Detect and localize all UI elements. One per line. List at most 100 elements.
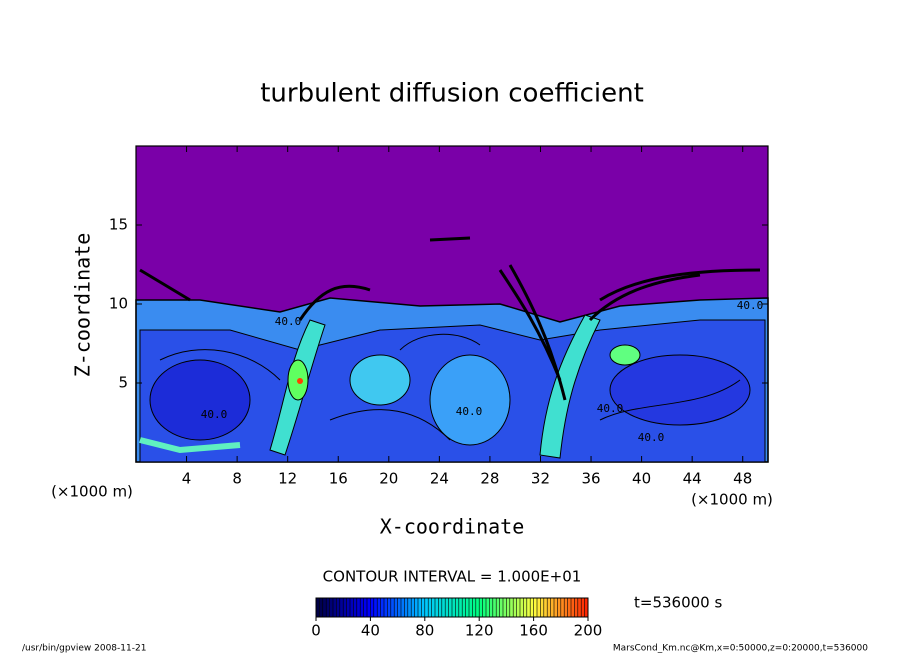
colorbar-strip (492, 598, 497, 617)
x-tick-label: 12 (278, 470, 297, 488)
colorbar-tick-label: 40 (361, 622, 380, 640)
colorbar-strip (370, 598, 374, 617)
colorbar-strip (438, 598, 442, 617)
colorbar-strip (547, 598, 551, 617)
colorbar-strip (424, 598, 429, 617)
colorbar-strip (431, 598, 435, 617)
colorbar-strip (343, 598, 347, 617)
colorbar-strip (577, 598, 582, 617)
colorbar-strip (367, 598, 371, 617)
colorbar-strip (448, 598, 452, 617)
colorbar-strip (363, 598, 367, 617)
x-tick-label: 20 (379, 470, 398, 488)
colorbar-strip (418, 598, 422, 617)
footer-left: /usr/bin/gpview 2008-11-21 (22, 644, 146, 654)
x-tick-label: 4 (182, 470, 192, 488)
colorbar-strip (533, 598, 537, 617)
colorbar-strip (414, 598, 418, 617)
colorbar-strip (574, 598, 578, 617)
colorbar-strip (387, 598, 391, 617)
colorbar-strip (384, 598, 388, 617)
colorbar-strip (455, 598, 459, 617)
colorbar-strip (380, 598, 384, 617)
colorbar-tick-label: 80 (415, 622, 434, 640)
colorbar-strip (441, 598, 446, 617)
colorbar-strip (356, 598, 361, 617)
contour-label: 40.0 (201, 408, 228, 421)
contour-label: 40.0 (275, 315, 302, 328)
x-tick-label: 24 (430, 470, 449, 488)
colorbar-strip (489, 598, 493, 617)
colorbar-strip (537, 598, 541, 617)
colorbar-strip (465, 598, 469, 617)
y-tick-label: 15 (109, 216, 128, 234)
colorbar-strip (339, 598, 344, 617)
x-tick-label: 44 (683, 470, 702, 488)
chart-title: turbulent diffusion coefficient (260, 79, 644, 109)
colorbar-strip (567, 598, 571, 617)
colorbar-strip (581, 598, 585, 617)
colorbar-strip (479, 598, 483, 617)
colorbar-strip (550, 598, 554, 617)
colorbar-strip (530, 598, 534, 617)
colorbar-strip (469, 598, 473, 617)
x-tick-label: 36 (581, 470, 600, 488)
colorbar-strip (516, 598, 520, 617)
colorbar-strip (506, 598, 510, 617)
colorbar-strip (503, 598, 507, 617)
y-tick-label: 5 (118, 374, 128, 392)
colorbar-strip (452, 598, 456, 617)
colorbar-strip (509, 598, 514, 617)
colorbar-strip (346, 598, 350, 617)
colorbar-strip (350, 598, 354, 617)
contour-field (135, 145, 769, 463)
contour-label: 40.0 (597, 402, 624, 415)
colorbar-strip (554, 598, 558, 617)
y-axis-label: Z-coordinate (71, 233, 95, 378)
colorbar-strip (482, 598, 486, 617)
colorbar-strip (404, 598, 408, 617)
colorbar-strip (520, 598, 524, 617)
colorbar-frame (315, 597, 589, 618)
colorbar-strip (407, 598, 412, 617)
colorbar-tick-label: 160 (519, 622, 548, 640)
x-tick-label: 8 (232, 470, 242, 488)
footer-right: MarsCond_Km.nc@Km,x=0:50000,z=0:20000,t=… (613, 644, 868, 654)
colorbar-strip (390, 598, 395, 617)
x-axis-label: X-coordinate (380, 515, 525, 539)
colorbar-strip (319, 598, 323, 617)
contour-label: 40.0 (737, 299, 764, 312)
colorbar-strip (526, 598, 531, 617)
colorbar-tick-label: 0 (311, 622, 321, 640)
colorbar-strip (322, 598, 327, 617)
colorbar-strip (435, 598, 439, 617)
colorbar-strip (472, 598, 476, 617)
x-tick-label: 48 (733, 470, 752, 488)
colorbar-strip (326, 598, 330, 617)
x-tick-label: 16 (329, 470, 348, 488)
colorbar-strip (584, 598, 588, 617)
colorbar-strip (401, 598, 405, 617)
colorbar-strip (394, 598, 398, 617)
colorbar-strip (360, 598, 364, 617)
x-tick-label: 28 (480, 470, 499, 488)
colorbar-strip (373, 598, 378, 617)
contour-interval: CONTOUR INTERVAL = 1.000E+01 (323, 568, 582, 586)
colorbar-strip (397, 598, 401, 617)
colorbar-strip (486, 598, 490, 617)
x-tick-label: 32 (531, 470, 550, 488)
colorbar-strip (571, 598, 575, 617)
colorbar-strip (557, 598, 561, 617)
colorbar-strip (428, 598, 432, 617)
colorbar-strip (411, 598, 415, 617)
colorbar-strip (564, 598, 568, 617)
colorbar-strip (316, 598, 320, 617)
x-tick-label: 40 (632, 470, 651, 488)
colorbar-strip (329, 598, 333, 617)
contour-label: 40.0 (456, 405, 483, 418)
colorbar-strip (445, 598, 449, 617)
colorbar-strip (353, 598, 357, 617)
x-unit-label: (×1000 m) (691, 491, 773, 509)
colorbar-strip (543, 598, 548, 617)
